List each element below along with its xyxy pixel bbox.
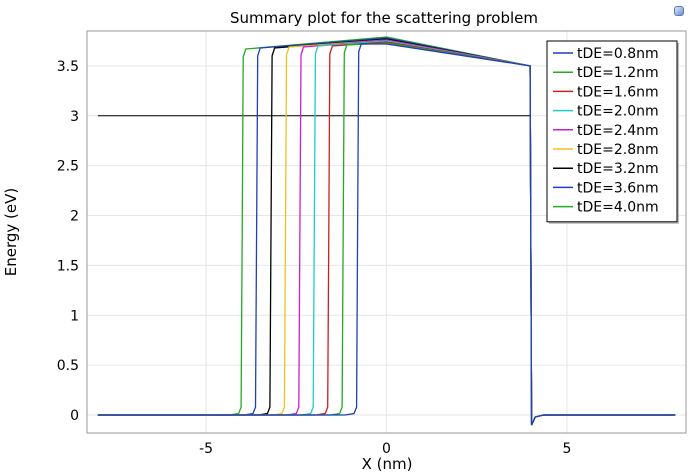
- legend: tDE=0.8nm tDE=1.2nm tDE=1.6nm tDE=2.0nm tDE=…: [546, 40, 679, 224]
- legend-entry: tDE=1.2nm: [577, 65, 659, 81]
- y-axis-label: Energy (eV): [2, 188, 20, 276]
- window-icon[interactable]: [674, 6, 684, 16]
- y-tick-label: 0.5: [57, 358, 79, 374]
- legend-entry: tDE=4.0nm: [577, 200, 659, 216]
- x-tick-label: -5: [199, 441, 213, 457]
- y-tick-label: 3: [70, 109, 79, 125]
- tick-labels: -5 0 5 0 0.5 1 1.5 2 2.5 3 3.5: [57, 59, 572, 457]
- y-tick-label: 2: [70, 209, 79, 225]
- legend-entry: tDE=0.8nm: [577, 46, 659, 62]
- plot-frame: [86, 30, 687, 434]
- y-tick-label: 2.5: [57, 159, 79, 175]
- x-axis-label: X (nm): [362, 455, 413, 473]
- y-tick-label: 0: [70, 408, 79, 424]
- legend-entry: tDE=2.4nm: [577, 123, 659, 139]
- legend-entry: tDE=2.0nm: [577, 104, 659, 120]
- legend-entry: tDE=2.8nm: [577, 142, 659, 158]
- chart-title: Summary plot for the scattering problem: [230, 9, 538, 27]
- x-tick-label: 5: [562, 441, 571, 457]
- series-line: [97, 43, 676, 426]
- y-tick-label: 3.5: [57, 59, 79, 75]
- legend-entry: tDE=3.6nm: [577, 180, 659, 196]
- legend-entry: tDE=3.2nm: [577, 161, 659, 177]
- legend-box: [546, 40, 678, 223]
- y-tick-label: 1: [70, 308, 79, 324]
- series-lines: [97, 36, 676, 426]
- x-tick-label: 0: [382, 441, 391, 457]
- y-tick-label: 1.5: [57, 258, 79, 274]
- legend-entry: tDE=1.6nm: [577, 84, 659, 100]
